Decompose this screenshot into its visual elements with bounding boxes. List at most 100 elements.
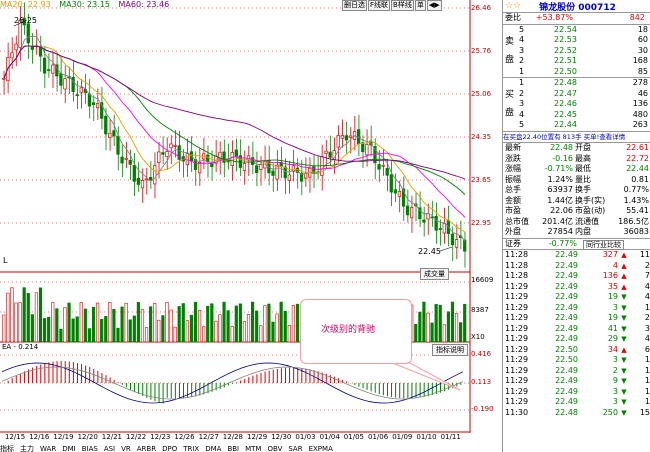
volume-bar xyxy=(18,302,22,343)
ma30-label: MA30: 23.15 xyxy=(59,0,110,9)
date-tick-label: 01/11 xyxy=(440,433,461,441)
indicator-tab[interactable]: WAR xyxy=(40,445,57,452)
tick-volume: 3 xyxy=(612,355,618,364)
candle-body xyxy=(422,219,426,223)
order-volume: 136 xyxy=(632,99,648,108)
stat-row: 涨幅 -0.71% 最低 22.44 xyxy=(503,164,650,175)
candle-body xyxy=(438,228,442,230)
candle-body xyxy=(18,19,22,49)
stat-key: 涨跌 xyxy=(505,153,521,163)
indicator-tab[interactable]: DPO xyxy=(162,445,178,452)
candle-body xyxy=(271,170,275,176)
ema-value-label: EA - 0.214 xyxy=(2,343,39,351)
order-level: 1 xyxy=(519,78,525,87)
tick-count: 1 xyxy=(644,355,650,364)
sell-side-char: 盘 xyxy=(505,54,515,65)
tick-price: 22.49 xyxy=(555,260,578,270)
indicator-help-button[interactable]: 指标说明 xyxy=(432,344,468,356)
tick-row: 11:29 22.49 9 ▼ 1 xyxy=(503,376,650,387)
tick-volume: 19 xyxy=(607,292,618,301)
indicator-tab[interactable]: OBV xyxy=(267,445,283,452)
sector-label: 证券 xyxy=(505,238,521,248)
indicator-tab[interactable]: 主力 xyxy=(20,445,34,452)
kline-chart-area[interactable] xyxy=(0,0,502,452)
tick-count: 1 xyxy=(644,376,650,385)
candle-body xyxy=(361,142,365,153)
tick-row: 11:29 22.50 3 ▼ 1 xyxy=(503,355,650,366)
arrow-up-icon: ▲ xyxy=(621,261,627,270)
tick-time: 11:28 xyxy=(505,271,529,280)
stat-row: 总市值 201.4亿 流通值 186.5亿 xyxy=(503,217,650,228)
arrow-down-icon: ▼ xyxy=(621,387,627,396)
volume-selector-button[interactable]: 成交量 xyxy=(420,268,449,280)
stat-key: 外盘 xyxy=(505,227,521,236)
indicator-tab[interactable]: ARBR xyxy=(136,445,157,452)
candle-body xyxy=(100,102,104,119)
candle-body xyxy=(344,135,349,141)
indicator-tab[interactable]: BIAS xyxy=(81,445,98,452)
indicator-tab[interactable]: DMA xyxy=(205,445,222,452)
tick-count: 6 xyxy=(644,344,650,354)
arrow-down-icon: ▼ xyxy=(621,314,627,322)
volume-bar xyxy=(108,302,112,343)
indicator-tab[interactable]: 指标 xyxy=(0,445,14,452)
stat-value: 1.24% xyxy=(547,174,573,184)
indicator-tab[interactable]: VR xyxy=(121,445,131,452)
tick-price: 22.49 xyxy=(555,376,578,385)
candle-body xyxy=(230,151,234,166)
tick-price: 22.49 xyxy=(555,323,578,333)
stat-key: 市盈(动) xyxy=(575,206,606,215)
indicator-tab[interactable]: ASI xyxy=(103,445,116,452)
volume-axis-label: 8387 xyxy=(471,306,489,314)
volume-bar xyxy=(165,301,169,343)
tick-row: 11:29 22.49 3 ▼ 1 xyxy=(503,387,650,398)
tick-time: 11:28 xyxy=(505,260,529,270)
order-ratio-value: +53.87% xyxy=(535,13,573,22)
tick-row: 11:30 22.48 250 ▼ 15 xyxy=(503,408,650,419)
candle-body xyxy=(242,163,247,171)
chart-l-marker: L xyxy=(3,256,8,265)
toolbar-button-1[interactable]: 删日选 xyxy=(342,0,367,11)
toolbar-button-2[interactable]: F线联 xyxy=(368,0,391,11)
date-tick-label: 12/23 xyxy=(150,433,171,441)
favorite-star-icon[interactable]: ☆☆ xyxy=(505,1,522,11)
order-price: 22.50 xyxy=(554,66,577,76)
candle-body xyxy=(55,64,59,77)
candle-body xyxy=(140,180,145,189)
volume-bar xyxy=(414,323,418,343)
candle-body xyxy=(59,73,63,86)
indicator-tab[interactable]: DMI xyxy=(62,445,76,452)
stat-value: 0.77% xyxy=(623,185,649,194)
candle-body xyxy=(71,76,75,92)
indicator-tabs: 指标 主力 WAR DMI BIAS ASI VR ARBR DPO TRIX DMA BBI MTM O… xyxy=(0,444,502,452)
volume-bar xyxy=(63,307,67,343)
volume-bar xyxy=(279,301,283,343)
date-tick-label: 12/20 xyxy=(77,433,98,441)
volume-bar xyxy=(185,320,189,343)
tick-count: 1 xyxy=(644,397,650,406)
indicator-tab[interactable]: BBI xyxy=(227,445,240,452)
toolbar-button-3[interactable]: B样线 xyxy=(391,0,414,11)
candle-body xyxy=(389,174,393,193)
toolbar-button-5[interactable]: ◀▶ xyxy=(426,0,442,11)
sell-side-label: 卖盘 xyxy=(505,33,515,69)
date-tick-label: 01/06 xyxy=(368,433,389,441)
indicator-tab[interactable]: SAR xyxy=(288,445,303,452)
indicator-tab[interactable]: MTM xyxy=(245,445,262,452)
tick-count: 1 xyxy=(644,365,650,375)
tick-volume: 2 xyxy=(612,365,618,375)
stat-value: 201.4亿 xyxy=(542,216,573,226)
order-level: 2 xyxy=(519,56,525,65)
info-bar[interactable]: 在买盘22.40位置有 813手 买单!查看详情 xyxy=(503,132,650,143)
stat-value: -0.16 xyxy=(552,153,573,163)
industry-compare-button[interactable]: 同行业比较 xyxy=(583,239,624,250)
volume-bar xyxy=(96,302,100,343)
indicator-tab[interactable]: EXPMA xyxy=(308,445,333,452)
candle-body xyxy=(47,69,51,71)
indicator-tab[interactable]: TRIX xyxy=(183,445,200,452)
tick-count: 4 xyxy=(644,334,650,343)
volume-axis-label: 16609 xyxy=(471,276,494,284)
date-tick-label: 12/21 xyxy=(101,433,122,441)
order-row: 1 22.48 278 xyxy=(503,78,650,89)
toolbar-button-4[interactable]: 单 xyxy=(414,0,426,11)
